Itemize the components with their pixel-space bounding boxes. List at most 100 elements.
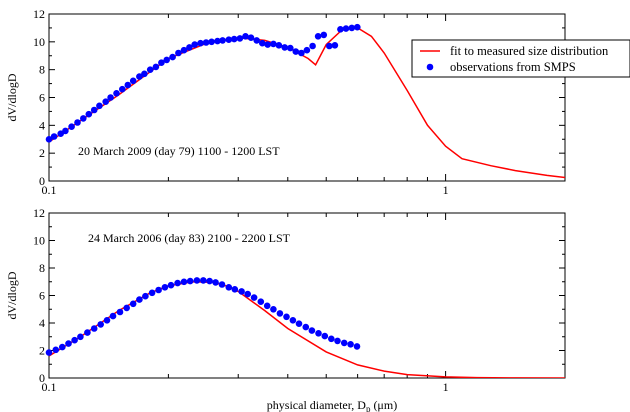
observation-point [142, 292, 149, 300]
observation-point [212, 279, 219, 286]
bottom-panel: 0 2 4 6 8 10 12 0.1 1 dV/dlogD 24 March 2006 (day … [5, 206, 566, 394]
observation-point [348, 24, 356, 32]
observation-point [186, 44, 193, 51]
observation-point [214, 37, 221, 45]
observation-point [175, 49, 182, 57]
panel-annotation: 20 March 2009 (day 79) 1100 - 1200 LST [78, 144, 280, 158]
observation-point [80, 115, 87, 122]
observation-point [102, 98, 109, 105]
observation-point [124, 81, 132, 89]
observation-point [180, 46, 188, 54]
observation-point [84, 329, 91, 336]
observation-point [314, 33, 322, 40]
y-tick-label: 6 [39, 289, 45, 303]
observation-point [148, 289, 156, 297]
observation-point [167, 281, 175, 289]
observation-point [270, 306, 277, 313]
observation-point [71, 336, 78, 344]
observation-point [225, 284, 233, 291]
observation-point [253, 37, 260, 44]
observation-point [103, 317, 111, 324]
observation-point [257, 298, 265, 306]
observation-point [353, 343, 361, 350]
x-tick-label: 0.1 [42, 380, 57, 394]
observation-point [119, 85, 126, 93]
observation-point [302, 323, 310, 331]
y-tick-label: 10 [33, 35, 45, 49]
observation-point [281, 44, 289, 51]
observation-point [116, 308, 124, 316]
observation-point [230, 35, 238, 43]
observation-point [340, 339, 348, 347]
observation-point [321, 332, 329, 340]
observation-point [289, 317, 297, 324]
x-tick-label: 0.1 [42, 183, 57, 197]
y-axis-label: dV/dlogD [5, 271, 19, 319]
observation-point [219, 37, 226, 44]
observation-point [283, 313, 290, 321]
observation-point [68, 123, 75, 130]
observation-point [163, 56, 170, 64]
observation-point [308, 327, 316, 334]
observation-point [193, 277, 201, 284]
y-tick-label: 12 [33, 7, 45, 21]
observation-point [334, 337, 341, 345]
observation-point [250, 294, 258, 301]
observation-point [90, 325, 98, 332]
y-tick-label: 8 [39, 63, 45, 77]
observation-point [242, 33, 249, 40]
observation-point [59, 343, 66, 351]
observation-point [158, 59, 165, 66]
observation-point [45, 136, 53, 143]
observation-point [309, 42, 316, 50]
observation-point [331, 42, 339, 49]
observation-point [129, 77, 137, 85]
observation-point [109, 312, 117, 320]
observation-point [259, 39, 266, 47]
observation-point [186, 277, 194, 285]
legend-fit-label: fit to measured size distribution [450, 44, 609, 58]
y-axis-label: dV/dlogD [5, 73, 19, 121]
y-tick-label: 6 [39, 91, 45, 105]
observation-point [276, 310, 284, 317]
observation-point [298, 49, 305, 57]
y-tick-label: 10 [33, 234, 45, 248]
observation-point [161, 284, 169, 291]
observation-point [287, 44, 294, 52]
observation-point [315, 330, 322, 337]
observation-point [270, 40, 277, 48]
observation-point [236, 35, 244, 42]
observation-point [52, 346, 60, 354]
y-tick-label: 12 [33, 206, 45, 220]
y-tick-label: 4 [39, 118, 45, 132]
observation-point [169, 53, 176, 61]
legend-box [411, 39, 630, 78]
legend-obs-label: observations from SMPS [450, 60, 576, 74]
x-axis-label: physical diameter, Dp (μm) [267, 398, 397, 412]
observation-point [65, 340, 72, 347]
observation-point [197, 39, 204, 47]
observation-point [231, 286, 239, 293]
observation-point [292, 48, 300, 55]
observation-point [141, 70, 148, 78]
observation-point [174, 279, 181, 287]
observation-point [155, 286, 162, 294]
observation-point [62, 127, 69, 135]
observation-point [107, 94, 114, 101]
observation-point [218, 281, 226, 288]
observation-point [85, 110, 93, 118]
observation-point [200, 277, 207, 284]
observation-point [136, 296, 143, 303]
y-tick-label: 4 [39, 316, 45, 330]
observation-point [238, 288, 245, 295]
x-axis-label-subscript: p [366, 404, 371, 412]
observation-point [129, 300, 137, 308]
observation-point [45, 349, 53, 356]
observation-point [263, 302, 271, 310]
observation-point [275, 42, 283, 49]
x-tick-label: 1 [443, 183, 449, 197]
observation-point [208, 38, 215, 46]
observation-point [97, 321, 104, 328]
observation-point [96, 102, 103, 110]
observation-point [337, 26, 344, 33]
